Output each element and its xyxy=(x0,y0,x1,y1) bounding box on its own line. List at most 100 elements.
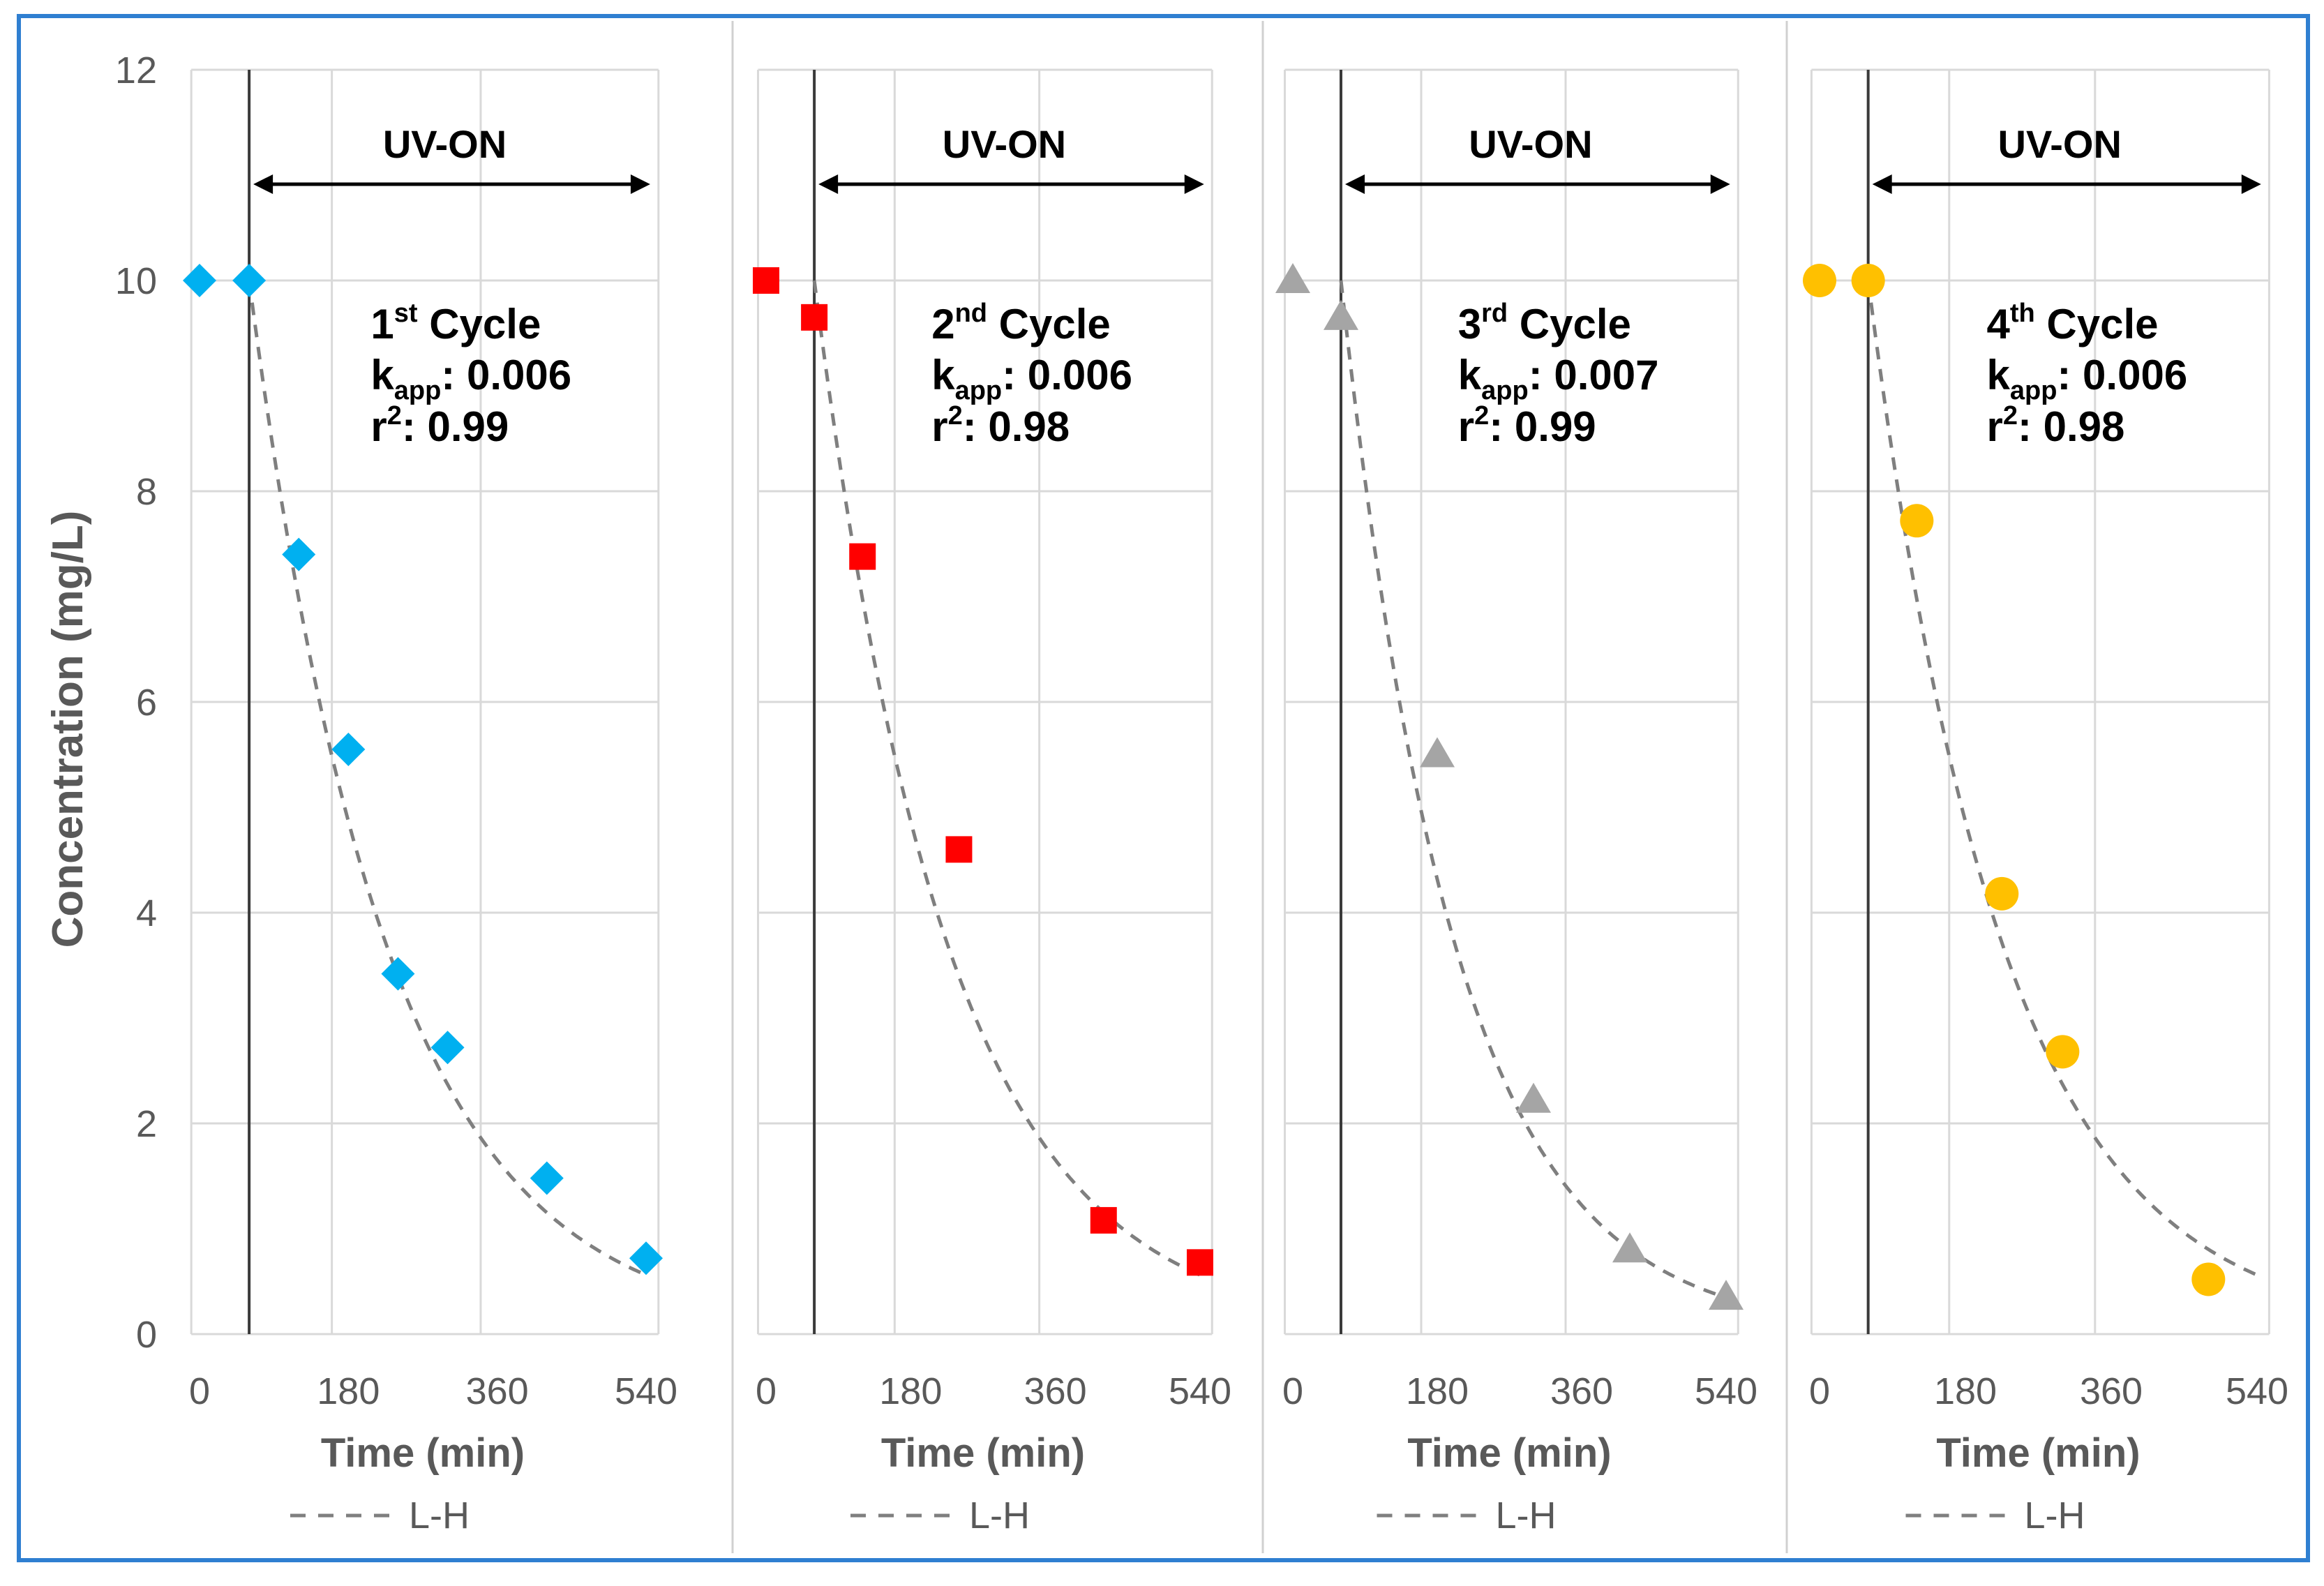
cycle-label: 2nd Cycle xyxy=(931,299,1111,347)
data-point xyxy=(430,1031,465,1065)
uv-arrow-left-head xyxy=(818,174,839,194)
x-tick-label: 360 xyxy=(2080,1370,2143,1412)
cycle-ordinal-suffix: st xyxy=(394,299,418,328)
x-tick-label: 0 xyxy=(1282,1370,1303,1412)
uv-on-label: UV-ON xyxy=(943,122,1066,166)
r2-label: r2: 0.98 xyxy=(1986,401,2124,450)
uv-arrow-right-head xyxy=(630,174,650,194)
x-tick-label: 540 xyxy=(2226,1370,2288,1412)
uv-arrow-left-head xyxy=(253,174,273,194)
data-point xyxy=(183,264,216,297)
data-point xyxy=(282,537,316,571)
lh-fit-curve xyxy=(812,280,1204,1278)
lh-fit-curve xyxy=(247,280,650,1278)
data-point xyxy=(1985,876,2019,911)
kapp-label: kapp: 0.006 xyxy=(1986,352,2187,405)
r2-superscript: 2 xyxy=(2003,401,2018,431)
kapp-value: : 0.006 xyxy=(441,352,571,398)
x-axis-label: Time (min) xyxy=(1936,1430,2140,1476)
data-point xyxy=(2191,1262,2226,1296)
uv-arrow-right-head xyxy=(1184,174,1204,194)
y-tick-label: 10 xyxy=(115,260,157,302)
legend-label: L-H xyxy=(409,1495,470,1536)
r2-symbol: r xyxy=(931,403,947,450)
cycle-number: 3 xyxy=(1458,301,1481,347)
r2-label: r2: 0.98 xyxy=(931,401,1070,450)
uv-arrow-right-head xyxy=(2241,174,2261,194)
kapp-value: : 0.006 xyxy=(2057,352,2187,398)
x-axis-label: Time (min) xyxy=(321,1430,525,1476)
x-axis-label: Time (min) xyxy=(881,1430,1085,1476)
data-point xyxy=(753,267,779,294)
r2-symbol: r xyxy=(370,403,387,450)
data-point xyxy=(849,543,876,570)
kapp-symbol: k xyxy=(1986,352,2010,398)
data-point xyxy=(945,836,973,863)
uv-on-label: UV-ON xyxy=(1469,122,1592,166)
y-tick-label: 2 xyxy=(136,1103,157,1145)
y-tick-label: 12 xyxy=(115,50,157,91)
r2-superscript: 2 xyxy=(387,401,402,431)
r2-superscript: 2 xyxy=(1474,401,1489,431)
data-point xyxy=(1612,1232,1647,1263)
kapp-label: kapp: 0.006 xyxy=(931,352,1132,405)
kapp-label: kapp: 0.007 xyxy=(1458,352,1659,405)
cycle-word: Cycle xyxy=(2035,301,2159,347)
cycle-number: 4 xyxy=(1986,301,2010,347)
x-tick-label: 180 xyxy=(879,1370,942,1412)
r2-symbol: r xyxy=(1458,403,1474,450)
x-tick-label: 540 xyxy=(615,1370,677,1412)
uv-arrow-left-head xyxy=(1872,174,1892,194)
x-tick-label: 360 xyxy=(1024,1370,1087,1412)
kapp-subscript: app xyxy=(2010,376,2057,405)
cycle-ordinal-suffix: rd xyxy=(1481,299,1508,328)
x-tick-label: 0 xyxy=(756,1370,777,1412)
x-tick-label: 360 xyxy=(1550,1370,1613,1412)
data-point xyxy=(629,1241,663,1275)
r2-value: : 0.99 xyxy=(402,403,509,450)
uv-arrow-right-head xyxy=(1710,174,1730,194)
y-tick-label: 0 xyxy=(136,1314,157,1356)
cycle-label: 1st Cycle xyxy=(370,299,541,347)
cycle-word: Cycle xyxy=(418,301,541,347)
kapp-symbol: k xyxy=(1458,352,1482,398)
y-tick-label: 4 xyxy=(136,892,157,934)
data-point xyxy=(1900,504,1934,538)
kapp-value: : 0.007 xyxy=(1529,352,1659,398)
y-tick-label: 8 xyxy=(136,471,157,513)
y-axis-label: Concentration (mg/L) xyxy=(44,511,92,948)
data-point xyxy=(1090,1206,1117,1234)
data-point xyxy=(2046,1035,2080,1069)
x-tick-label: 180 xyxy=(1934,1370,1997,1412)
data-point xyxy=(1851,264,1885,297)
r2-value: : 0.98 xyxy=(2018,403,2124,450)
data-point xyxy=(1516,1082,1551,1113)
data-point xyxy=(331,732,366,766)
data-point xyxy=(801,304,828,331)
lh-fit-curve xyxy=(1866,280,2261,1278)
data-point xyxy=(1803,264,1836,297)
kapp-subscript: app xyxy=(394,376,442,405)
data-point xyxy=(381,957,415,991)
uv-arrow-left-head xyxy=(1345,174,1365,194)
data-point xyxy=(1324,299,1358,330)
cycle-label: 3rd Cycle xyxy=(1458,299,1631,347)
x-axis-label: Time (min) xyxy=(1407,1430,1611,1476)
cycle-word: Cycle xyxy=(987,301,1111,347)
kapp-symbol: k xyxy=(370,352,394,398)
r2-superscript: 2 xyxy=(948,401,963,431)
kapp-symbol: k xyxy=(931,352,955,398)
data-point xyxy=(1709,1280,1744,1310)
x-tick-label: 540 xyxy=(1169,1370,1231,1412)
x-tick-label: 180 xyxy=(1406,1370,1469,1412)
x-tick-label: 0 xyxy=(1809,1370,1830,1412)
cycle-number: 2 xyxy=(931,301,954,347)
uv-on-label: UV-ON xyxy=(383,122,507,166)
kapp-label: kapp: 0.006 xyxy=(370,352,571,405)
data-point xyxy=(1275,263,1310,293)
